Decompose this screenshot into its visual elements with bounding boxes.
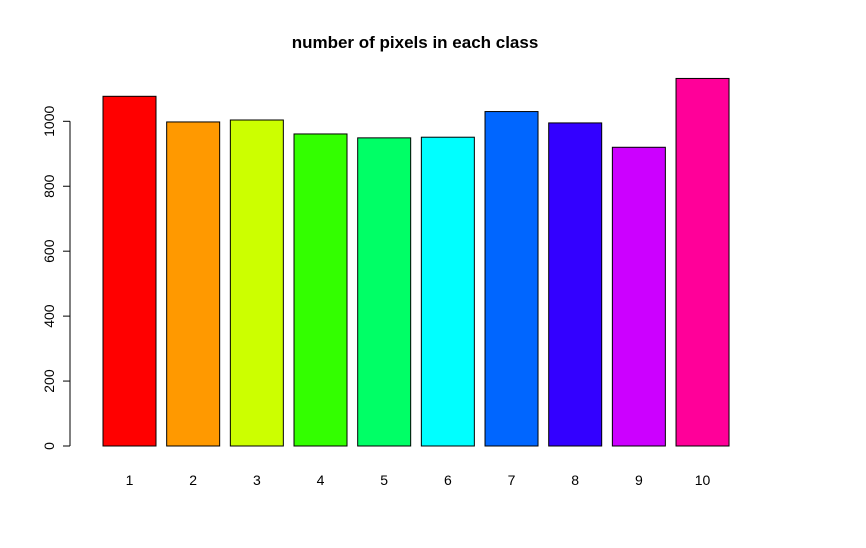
x-tick-label: 9 [635,472,643,488]
x-axis-labels: 1 2 3 4 5 6 7 8 9 10 [126,472,711,488]
bar-1 [102,95,157,447]
y-tick-label: 600 [41,239,57,263]
x-tick-label: 2 [189,472,197,488]
bar-10 [675,77,730,447]
x-tick-label: 4 [317,472,325,488]
x-tick-label: 5 [380,472,388,488]
y-tick-label: 200 [41,369,57,393]
bar-9 [611,146,666,447]
x-tick-label: 7 [508,472,516,488]
bar-2 [166,121,221,447]
y-axis: 0 200 400 600 800 1000 [41,106,71,450]
bar-7 [484,111,539,447]
bars-group [102,77,730,447]
x-tick-label: 1 [126,472,134,488]
bar-8 [548,122,603,447]
x-tick-label: 10 [695,472,711,488]
bar-3 [229,119,284,447]
bar-4 [293,133,348,447]
y-tick-label: 800 [41,174,57,198]
y-tick-label: 400 [41,304,57,328]
x-tick-label: 8 [571,472,579,488]
bar-6 [420,136,475,447]
x-tick-label: 3 [253,472,261,488]
bar-5 [357,137,412,447]
chart-title: number of pixels in each class [292,33,539,52]
y-tick-label: 1000 [41,106,57,137]
y-tick-label: 0 [41,442,57,450]
x-tick-label: 6 [444,472,452,488]
